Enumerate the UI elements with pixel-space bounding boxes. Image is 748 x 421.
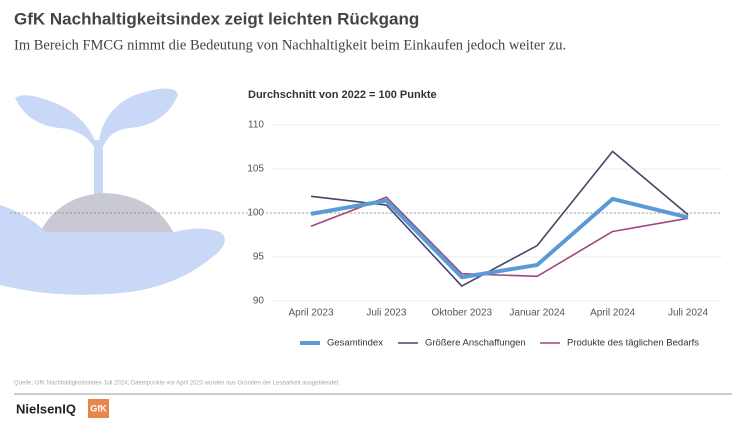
line-series: [310, 150, 689, 287]
y-tick-label: 95: [253, 252, 265, 263]
legend-label: Produkte des täglichen Bedarfs: [567, 338, 699, 349]
legend-label: Größere Anschaffungen: [425, 338, 526, 349]
x-tick-label: Juli 2023: [366, 308, 406, 319]
chart-subtitle: Im Bereich FMCG nimmt die Bedeutung von …: [14, 37, 566, 53]
x-tick-label: Juli 2024: [668, 308, 708, 319]
x-tick-label: Oktober 2023: [431, 308, 492, 319]
y-tick-label: 90: [253, 296, 265, 307]
y-tick-label: 105: [247, 164, 264, 175]
brand-logo: GfK: [90, 403, 107, 413]
y-tick-label: 110: [248, 120, 264, 131]
brand-logo: NielsenIQ: [16, 401, 76, 416]
source: Quelle: GfK Nachhaltigkeitsindex Juli 20…: [14, 381, 340, 387]
x-tick-label: April 2024: [590, 308, 635, 319]
x-tick-label: Januar 2024: [509, 308, 565, 319]
legend-label: Gesamtindex: [327, 338, 383, 349]
illustration: [0, 88, 225, 295]
chart-title: GfK Nachhaltigkeitsindex zeigt leichten …: [14, 9, 419, 28]
line-series: [310, 196, 689, 278]
brand-box: [88, 399, 109, 418]
x-tick-label: April 2023: [288, 308, 333, 319]
plot-title: Durchschnitt von 2022 = 100 Punkte: [248, 89, 437, 101]
line-series: [310, 196, 689, 280]
